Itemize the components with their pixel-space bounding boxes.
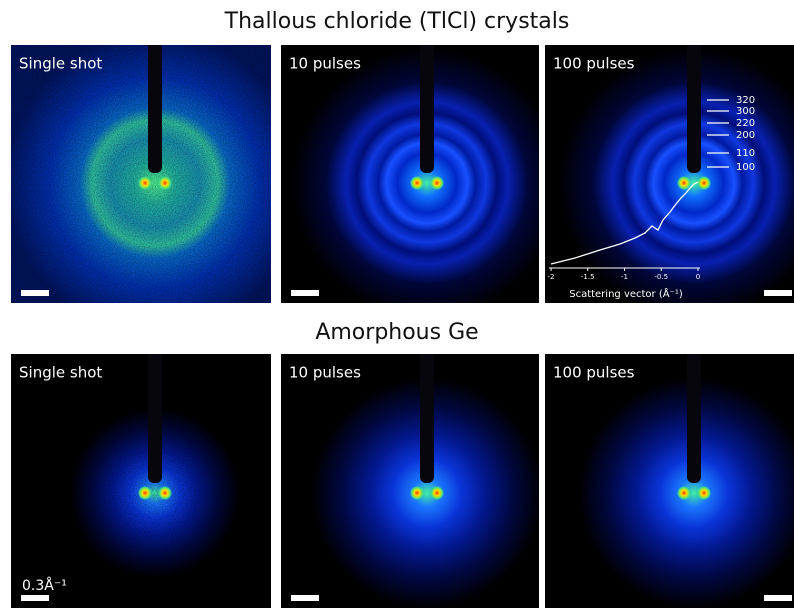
noise (11, 45, 271, 303)
beam-blocker (420, 349, 434, 483)
panel: Single shot (5, 33, 305, 333)
panel-label: Single shot (19, 364, 102, 382)
panel-image (281, 40, 562, 318)
scale-bar (291, 595, 319, 601)
inset-tick-label: -2 (548, 273, 555, 281)
ring-label: 100 (736, 162, 755, 173)
panel-label: 10 pulses (289, 364, 361, 382)
section-title: Thallous chloride (TlCl) crystals (224, 9, 570, 34)
hotspot (138, 486, 152, 500)
beam-blocker (687, 40, 701, 173)
scale-bar (291, 290, 319, 296)
scale-bar (764, 290, 792, 296)
panel: 10 pulses (281, 40, 562, 318)
panel-image (281, 349, 542, 608)
panel: 10 pulses (281, 349, 542, 608)
hotspot (138, 176, 152, 190)
panel-label: 100 pulses (553, 55, 635, 73)
hotspot (697, 176, 711, 190)
panel-image (11, 349, 271, 608)
section-title: Amorphous Ge (315, 320, 478, 345)
figure: Thallous chloride (TlCl) crystals Single … (0, 0, 794, 608)
hotspot (430, 486, 444, 500)
beam-blocker (687, 349, 701, 483)
noise (11, 354, 271, 608)
hotspot (410, 486, 424, 500)
panel: 100 pulses (545, 349, 794, 608)
panel-label: Single shot (19, 55, 102, 73)
hotspot (677, 176, 691, 190)
ring-label: 200 (736, 130, 755, 141)
scale-bar-label: 0.3Å⁻¹ (22, 577, 67, 594)
scale-bar (764, 595, 792, 601)
hotspot (410, 176, 424, 190)
panel-image (545, 349, 794, 608)
ring-label: 300 (736, 106, 755, 117)
panel-label: 100 pulses (553, 364, 635, 382)
beam-blocker (420, 40, 434, 173)
ring-label: 320 (736, 95, 755, 106)
inset-tick-label: 0 (696, 273, 700, 281)
scale-bar (21, 595, 49, 601)
hotspot (677, 486, 691, 500)
ring-label: 110 (736, 148, 755, 159)
inset-tick-label: -1 (621, 273, 628, 281)
inset-xlabel: Scattering vector (Å⁻¹) (569, 287, 683, 300)
beam-blocker (148, 349, 162, 483)
beam-blocker (148, 40, 162, 173)
scale-bar (21, 290, 49, 296)
hotspot (158, 486, 172, 500)
panel: Single shot (11, 349, 271, 608)
ring-label: 220 (736, 118, 755, 129)
panel-label: 10 pulses (289, 55, 361, 73)
inset-tick-label: -0.5 (654, 273, 668, 281)
hotspot (158, 176, 172, 190)
hotspot (430, 176, 444, 190)
hotspot (697, 486, 711, 500)
inset-tick-label: -1.5 (581, 273, 595, 281)
panel-image (5, 33, 305, 333)
